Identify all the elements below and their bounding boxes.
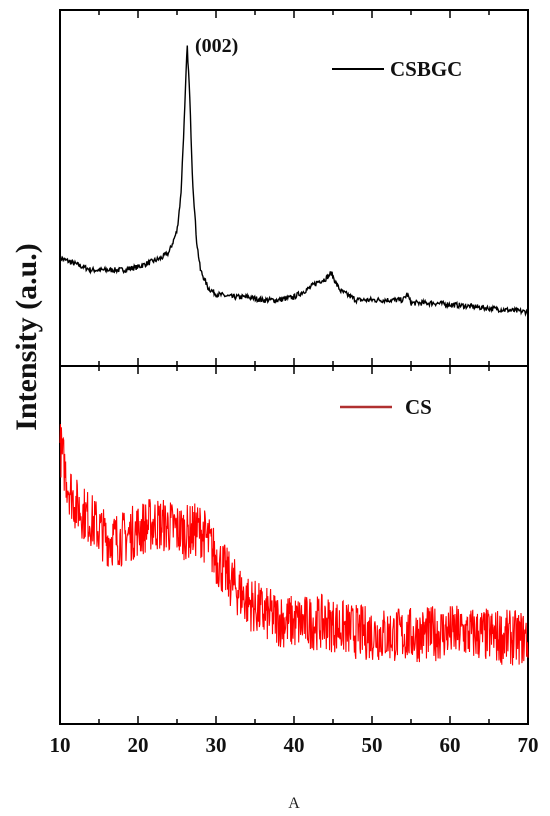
x-tick-label: 10: [50, 733, 71, 757]
x-tick-label: 30: [206, 733, 227, 757]
x-axis-title: A: [288, 795, 300, 812]
legend-label-cs: CS: [405, 395, 432, 419]
x-tick-label: 70: [518, 733, 539, 757]
x-tick-label: 60: [440, 733, 461, 757]
legend-top: CSBGC: [332, 57, 462, 81]
x-tick-label: 40: [284, 733, 305, 757]
x-tick-label: 20: [128, 733, 149, 757]
panel-top-ticks: [59, 10, 529, 366]
panel-bottom-ticks: [59, 366, 529, 724]
x-axis-tick-labels: 10 20 30 40 50 60 70: [50, 733, 539, 757]
panel-bottom: CS: [59, 365, 529, 725]
legend-label-csbgc: CSBGC: [390, 57, 462, 81]
peak-annotation-002: (002): [195, 35, 238, 57]
y-axis-title: Intensity (a.u.): [10, 243, 43, 431]
series-line-csbgc: [59, 45, 529, 317]
panel-bottom-frame: [59, 365, 529, 725]
panel-top: CSBGC (002): [59, 9, 529, 367]
series-line-cs: [59, 424, 529, 666]
x-tick-label: 50: [362, 733, 383, 757]
legend-bottom: CS: [340, 395, 432, 419]
